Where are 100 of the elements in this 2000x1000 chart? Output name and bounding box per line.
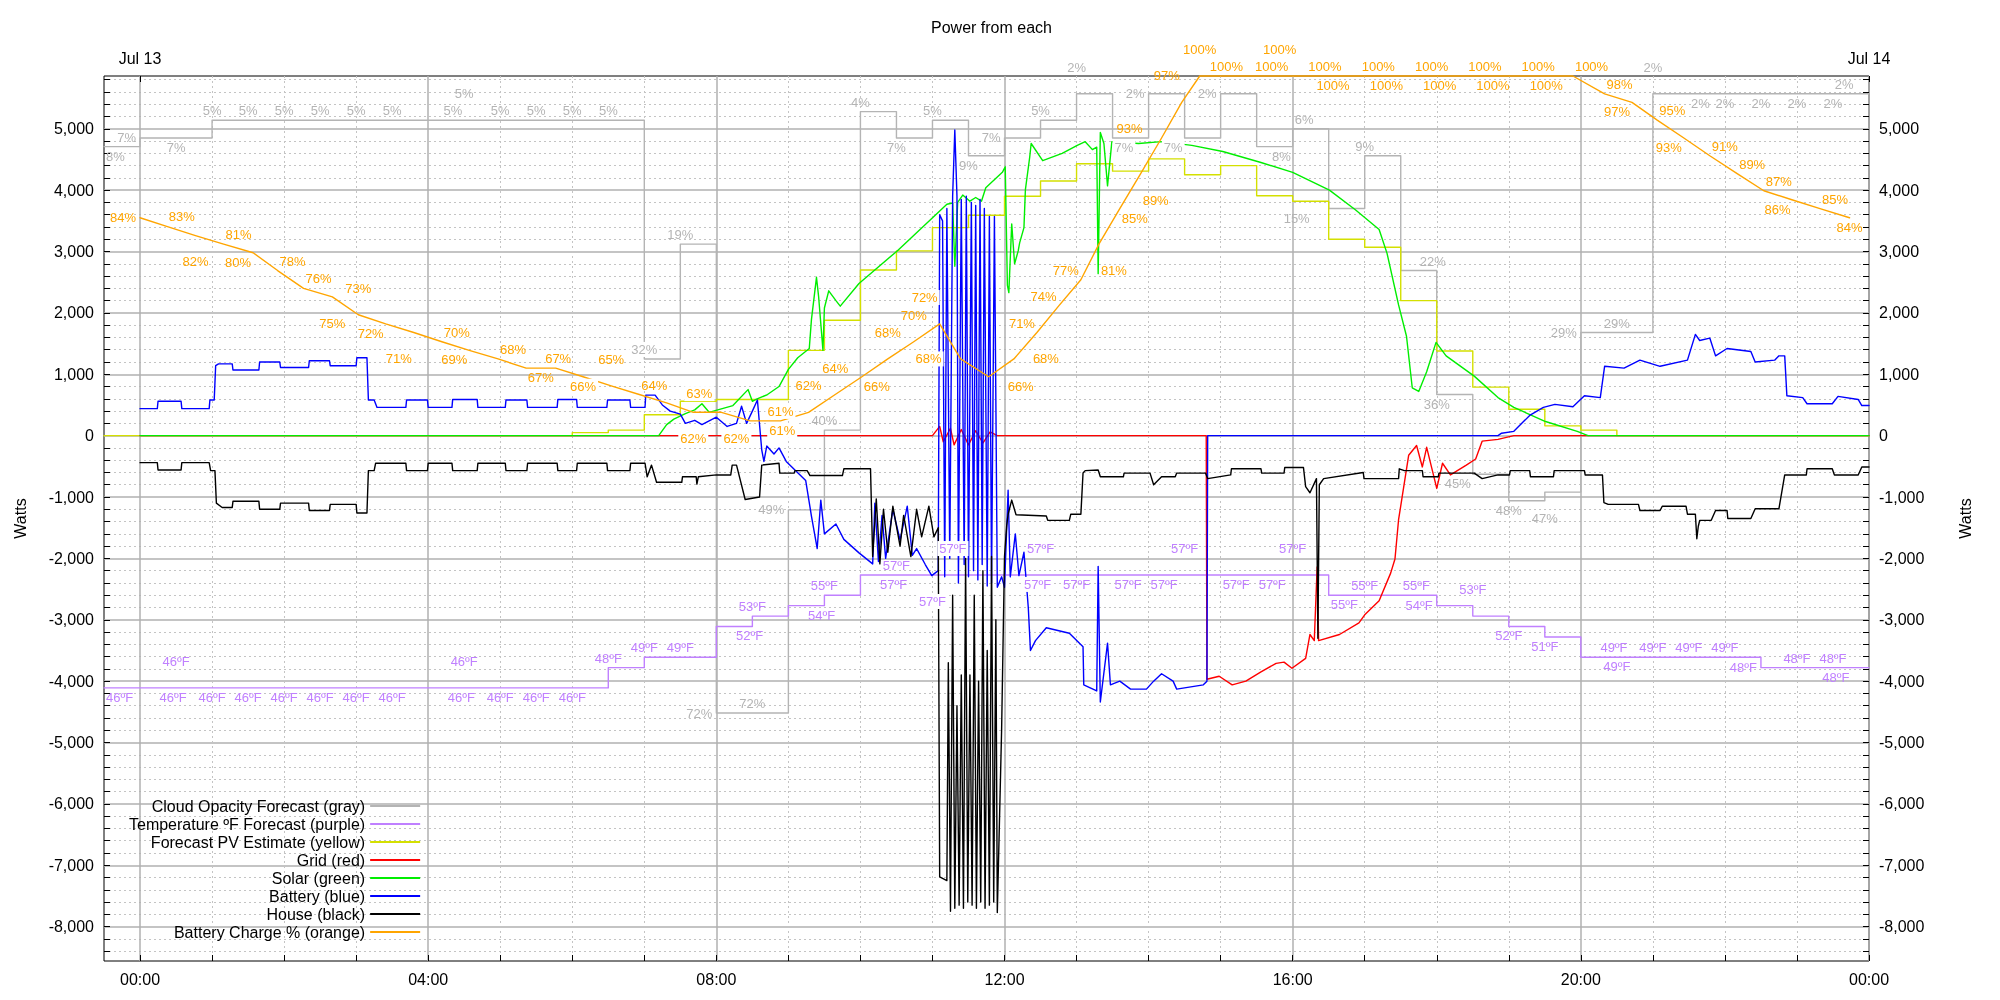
annotation: 46ºF [162,653,190,669]
y2-tick-label: 4,000 [1879,181,1920,199]
annotation: 74% [1030,289,1057,305]
y-tick-label: 3,000 [53,243,95,261]
annotation: 55ºF [1402,578,1430,594]
annotation: 85% [1121,210,1149,226]
annotation: 49ºF [1675,640,1703,656]
annotation: 2% [1834,76,1855,92]
annotation: 46ºF [159,689,187,705]
annotation: 84% [1836,219,1863,235]
y-tick-label: 5,000 [53,120,95,138]
annotation: 36% [1423,396,1451,412]
annotation: 70% [900,307,928,323]
y-axis-title: Watts [11,498,29,539]
annotation: 54ºF [1405,598,1433,614]
annotation: 100% [1263,42,1297,58]
annotation: 6% [1294,111,1314,127]
y-tick-label: -2,000 [48,549,95,567]
annotation: 62% [723,431,750,447]
annotation: 48% [1495,502,1523,518]
annotation: 100% [1574,59,1609,75]
annotation: 63% [686,386,713,402]
y2-tick-label: -1,000 [1879,488,1925,506]
annotation: 68% [874,325,902,341]
annotation: 100% [1308,59,1343,75]
legend-label: House (black) [266,905,366,923]
annotation: 57ºF [1150,576,1178,592]
annotation: 4% [851,94,871,110]
y-tick-label: 1,000 [53,365,95,383]
annotation: 5% [310,103,330,119]
annotation: 57ºF [882,557,911,573]
annotation: 7% [981,130,1001,146]
legend-label: Grid (red) [296,851,366,869]
annotation: 98% [1606,76,1634,92]
annotation: 32% [631,341,658,357]
annotation: 55ºF [1351,578,1379,594]
y-tick-label: -7,000 [48,856,95,874]
y2-tick-label: -5,000 [1879,734,1925,752]
x-tick-label: 00:00 [1848,970,1890,988]
annotation: 2% [1751,95,1771,111]
annotation: 8% [1272,148,1292,164]
y2-tick-label: 5,000 [1879,120,1920,138]
annotation: 81% [225,227,253,243]
y-tick-label: 4,000 [53,181,95,199]
annotation: 62% [680,431,707,447]
annotation: 100% [1521,59,1556,75]
annotation: 73% [345,280,372,296]
y2-tick-label: 0 [1879,427,1888,445]
legend-label: Battery (blue) [269,887,366,905]
annotation: 2% [1067,59,1087,75]
annotation: 2% [1787,95,1807,111]
annotation: 2% [1643,59,1663,75]
y-tick-label: 2,000 [53,304,95,322]
annotation: 55ºF [1330,597,1358,613]
annotation: 46ºF [378,689,406,705]
legend-label: Solar (green) [271,869,366,887]
annotation: 2% [1197,86,1218,102]
annotation: 67% [527,370,555,386]
annotation: 69% [441,352,468,368]
annotation: 84% [110,210,137,226]
annotation: 100% [1255,59,1289,75]
annotation: 70% [443,324,471,340]
y2-tick-label: -3,000 [1879,611,1925,629]
annotation: 100% [1209,59,1244,75]
annotation: 5% [490,103,511,119]
annotation: 15% [1283,210,1311,226]
annotation: 66% [1007,378,1035,394]
annotation: 49ºF [666,640,694,656]
annotation: 2% [1823,95,1843,111]
annotation: 2% [1690,95,1711,111]
annotation: 49ºF [630,640,658,656]
annotation: 5% [443,103,463,119]
annotation: 68% [1032,351,1060,367]
y2-tick-label: 1,000 [1879,365,1920,383]
annotation: 57ºF [1026,541,1055,557]
annotation: 47% [1531,511,1559,527]
annotation: 76% [305,271,333,287]
annotation: 46ºF [450,653,478,669]
annotation: 48ºF [1819,650,1847,666]
annotation: 100% [1369,77,1404,93]
annotation: 52ºF [735,628,764,644]
annotation: 45% [1444,476,1472,492]
annotation: 64% [641,377,668,393]
annotation: 75% [319,315,346,331]
y-tick-label: -1,000 [48,488,95,506]
annotation: 57ºF [1279,541,1307,557]
annotation: 7% [1114,139,1134,155]
annotation: 81% [1100,263,1128,279]
annotation: 66% [570,378,597,394]
annotation: 57ºF [1114,576,1142,592]
annotation: 89% [1739,156,1766,172]
y-tick-label: -8,000 [48,918,95,936]
annotation: 93% [1655,139,1683,155]
annotation: 29% [1550,325,1578,341]
annotation: 68% [500,341,527,357]
x-tick-label: 04:00 [408,970,449,988]
annotation: 100% [1183,42,1217,58]
annotation: 64% [822,360,849,376]
annotation: 9% [959,157,979,173]
annotation: 100% [1468,59,1502,75]
